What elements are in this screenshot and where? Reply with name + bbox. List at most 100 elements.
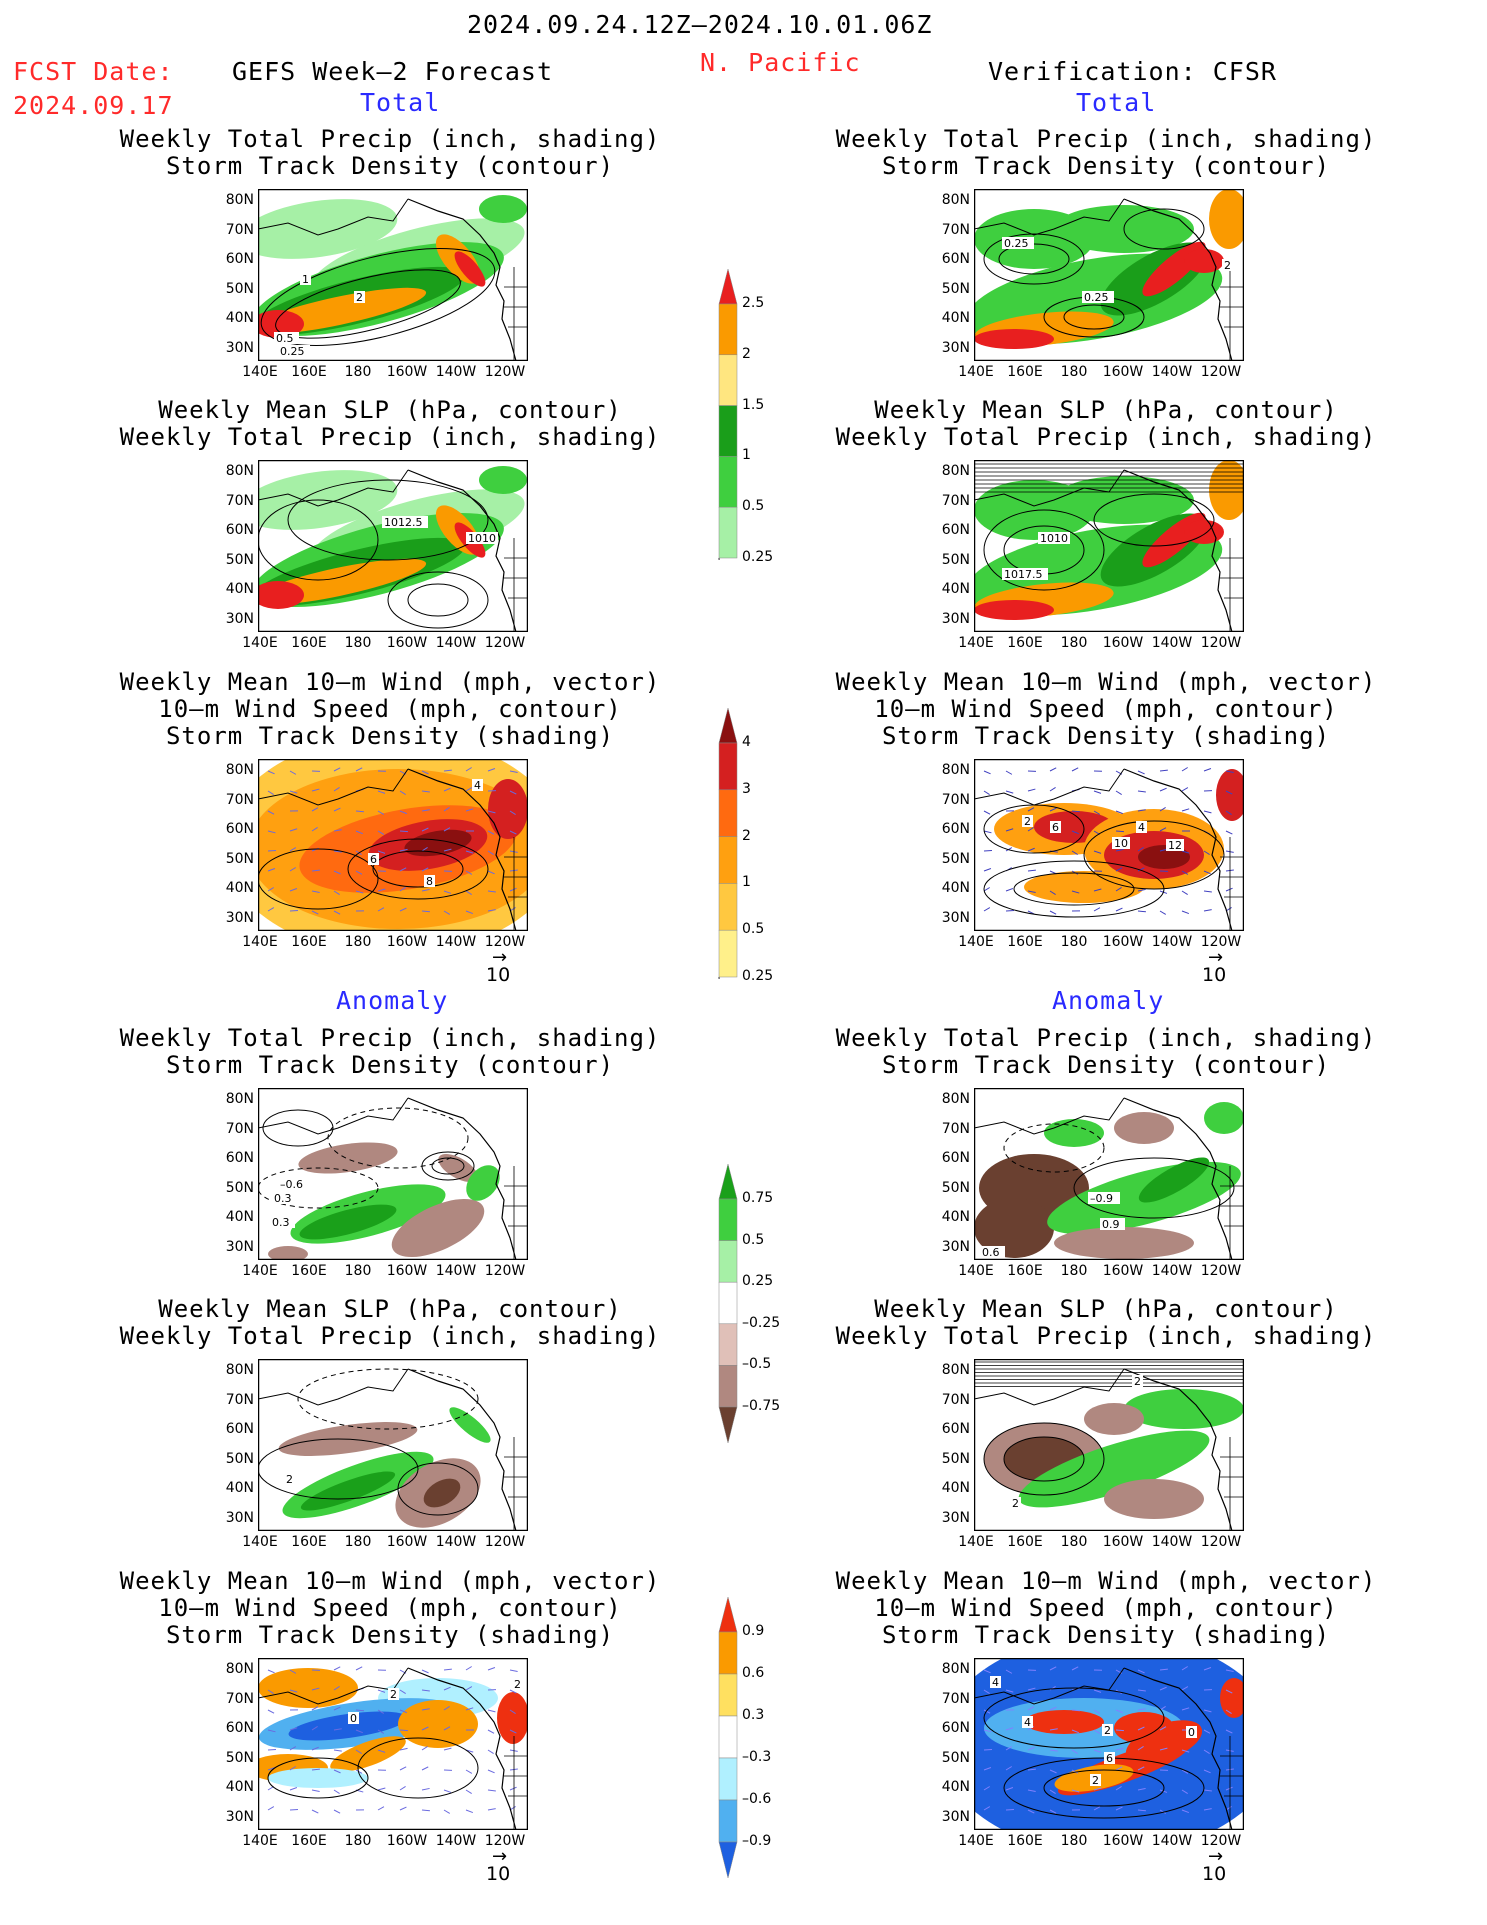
shading-region — [258, 1668, 358, 1708]
lon-tick-label: 140E — [242, 364, 278, 380]
map-panel-gefs_precip_anom: –0.60.30.3 — [258, 1088, 528, 1260]
wind-vector — [983, 790, 990, 795]
contour-label: 2 — [1134, 1375, 1141, 1388]
wind-vector — [1027, 847, 1035, 852]
lat-tick-label: 80N — [941, 1661, 970, 1677]
shading-region — [299, 1204, 397, 1240]
panel-title-line: Weekly Total Precip (inch, shading) — [119, 125, 661, 153]
panel-title: Weekly Mean 10–m Wind (mph, vector) 10–m … — [756, 669, 1456, 750]
map-panel-gefs_slp_total: 1012.510101017.5 — [258, 460, 528, 632]
panel-title-line: Weekly Mean 10–m Wind (mph, vector) — [835, 1567, 1377, 1595]
wind-vector — [289, 888, 298, 892]
contour-label-bg — [1088, 1192, 1120, 1204]
wind-vector — [1181, 1809, 1190, 1814]
lat-tick-label: 30N — [225, 1238, 254, 1255]
wind-vector — [399, 1729, 408, 1732]
wind-vector — [1071, 1749, 1078, 1754]
contour-label-bg — [466, 532, 498, 544]
wind-vector — [399, 886, 406, 892]
wind-vector — [421, 809, 430, 812]
wind-vector — [1181, 767, 1188, 772]
contour-label: 0.5 — [276, 332, 294, 345]
lon-tick-label: 160W — [386, 635, 428, 651]
shading-region — [1209, 460, 1244, 520]
lat-tick-label: 40N — [941, 880, 970, 896]
contour-label: 2 — [1092, 1774, 1099, 1787]
lon-tick-label: 140E — [242, 1534, 278, 1550]
lat-tick-label: 50N — [225, 280, 254, 297]
colorbar-label: 2 — [742, 345, 751, 362]
panel-title: Weekly Mean SLP (hPa, contour) Weekly Tot… — [40, 1296, 740, 1350]
colorbar-segment — [718, 1631, 738, 1675]
lon-tick-label: 160E — [1007, 1534, 1043, 1550]
wind-vector — [443, 827, 451, 832]
panel-title: Weekly Mean 10–m Wind (mph, vector) 10–m … — [40, 669, 740, 750]
map-frame — [974, 1658, 1244, 1830]
lat-tick-label: 80N — [941, 192, 970, 208]
wind-vector — [311, 1789, 320, 1792]
wind-vector — [509, 1689, 517, 1694]
lon-tick-label: 160W — [386, 364, 428, 380]
contour-label: 4 — [1024, 1716, 1031, 1729]
lat-tick-label: 80N — [941, 1362, 970, 1378]
wind-vector — [1225, 1689, 1233, 1694]
colorbar-label: 0.6 — [742, 1665, 765, 1681]
wind-vector — [1159, 1726, 1167, 1731]
panel-title-line: Weekly Total Precip (inch, shading) — [835, 1024, 1377, 1052]
wind-vector — [1137, 1708, 1146, 1711]
lon-tick-label: 160W — [1102, 364, 1144, 380]
left-total-label: Total — [360, 88, 441, 117]
contour-label: 2 — [390, 1688, 397, 1701]
wind-vector — [1159, 1809, 1167, 1814]
lat-tick-label: 40N — [225, 1209, 254, 1225]
lon-tick-label: 160W — [386, 934, 428, 950]
coastline — [974, 768, 1125, 806]
wind-vector — [1225, 810, 1232, 816]
wind-vector — [1005, 770, 1013, 775]
colorbar-label: 0.25 — [742, 549, 774, 565]
wind-vector — [1137, 1669, 1145, 1674]
lon-tick-label: 160W — [1102, 1263, 1144, 1279]
wind-vector — [1159, 769, 1168, 772]
colorbar-segment — [718, 742, 738, 791]
shading-region — [404, 829, 472, 857]
lat-tick-label: 50N — [941, 280, 970, 297]
lat-tick-label: 60N — [941, 1150, 970, 1166]
lat-tick-label: 50N — [941, 551, 970, 568]
coastline — [974, 1368, 1125, 1406]
map-frame — [258, 1359, 528, 1531]
contour-label-bg — [368, 853, 379, 865]
contour-label: 6 — [370, 853, 377, 866]
lat-tick-label: 30N — [941, 339, 970, 356]
contour-line — [431, 1157, 465, 1175]
wind-vector — [421, 1669, 429, 1674]
wind-vector — [399, 1689, 406, 1694]
wind-vector — [1203, 1769, 1211, 1774]
wind-vector — [1093, 1787, 1102, 1791]
state-borders — [504, 837, 528, 931]
shading-region — [974, 329, 1054, 349]
contour-label-bg — [1132, 1375, 1143, 1387]
wind-vector — [1027, 807, 1035, 812]
panel-title-line: Weekly Total Precip (inch, shading) — [835, 125, 1377, 153]
wind-vector — [1049, 1728, 1058, 1731]
contour-line — [1083, 820, 1225, 890]
lat-tick-label: 70N — [225, 1391, 254, 1408]
lat-tick-label: 30N — [225, 1509, 254, 1526]
wind-vector — [465, 1769, 473, 1774]
colorbar-label: –0.9 — [742, 1833, 772, 1849]
wind-vector — [1225, 887, 1233, 892]
lat-tick-label: 40N — [941, 1779, 970, 1795]
wind-vector — [443, 807, 450, 812]
wind-vector — [1049, 807, 1057, 812]
colorbar-label: 3 — [742, 780, 751, 797]
lon-tick-label: 160E — [291, 1833, 327, 1849]
wind-vector — [1071, 1789, 1080, 1793]
map-frame — [974, 460, 1244, 632]
map-frame — [974, 189, 1244, 361]
colorbar-label: –0.6 — [742, 1791, 772, 1807]
wind-vector — [355, 890, 364, 894]
lon-tick-label: 160E — [291, 635, 327, 651]
map-panel-cfsr_precip_total: 0.25 0.25 2 — [974, 189, 1244, 361]
panel-title-line: Weekly Mean SLP (hPa, contour) — [874, 396, 1338, 424]
